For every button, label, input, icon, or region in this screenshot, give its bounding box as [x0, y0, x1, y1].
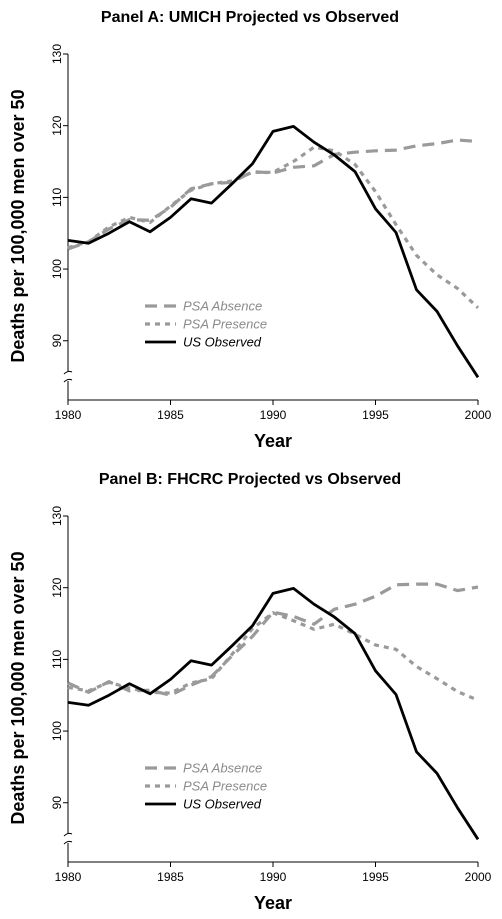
y-tick-label: 100	[50, 259, 64, 279]
series-line-us-observed	[67, 587, 480, 841]
x-tick-label: 1985	[157, 870, 184, 884]
x-tick-label: 1995	[362, 870, 389, 884]
series-line-us-observed	[67, 125, 480, 379]
legend-label: US Observed	[183, 797, 262, 812]
y-tick-label: 90	[50, 796, 64, 810]
y-tick-label: 130	[50, 506, 64, 526]
y-tick-label: 130	[50, 44, 64, 64]
legend-label: PSA Presence	[183, 779, 267, 794]
axis-break-mark	[63, 370, 73, 375]
axis-break-mark	[63, 378, 73, 383]
panel-b: Panel B: FHCRC Projected vs Observed 90 10…	[0, 462, 502, 919]
x-tick-label: 2000	[465, 870, 492, 884]
x-tick-label: 1985	[157, 408, 184, 422]
y-tick-label: 120	[50, 115, 64, 135]
series-line-psa-presence	[67, 145, 480, 309]
series-line-psa-absence	[67, 138, 479, 251]
x-tick-label: 1990	[260, 870, 287, 884]
y-tick-label: 100	[50, 721, 64, 741]
y-tick-label: 110	[50, 649, 64, 668]
y-axis-label: Deaths per 100,000 men over 50	[8, 89, 28, 362]
x-axis-label: Year	[254, 431, 292, 451]
y-tick-label: 110	[50, 187, 64, 206]
chart-title: Panel A: UMICH Projected vs Observed	[101, 9, 399, 26]
x-tick-label: 1980	[55, 408, 82, 422]
legend-label: PSA Absence	[183, 299, 262, 314]
legend-label: PSA Presence	[183, 317, 267, 332]
axis-break-mark	[63, 840, 73, 845]
y-tick-label: 120	[50, 577, 64, 597]
panel-b-chart: Panel B: FHCRC Projected vs Observed 90 10…	[8, 471, 492, 913]
panel-a-chart: Panel A: UMICH Projected vs Observed 90 10…	[8, 9, 492, 451]
x-tick-label: 2000	[465, 408, 492, 422]
series-line-psa-absence	[67, 582, 479, 697]
legend-label: US Observed	[183, 335, 262, 350]
x-tick-label: 1995	[362, 408, 389, 422]
y-tick-label: 90	[50, 334, 64, 348]
y-axis-label: Deaths per 100,000 men over 50	[8, 551, 28, 824]
series-line-psa-presence	[67, 611, 479, 702]
x-axis-label: Year	[254, 893, 292, 913]
x-tick-label: 1990	[260, 408, 287, 422]
panel-a: Panel A: UMICH Projected vs Observed 90 10…	[0, 0, 502, 456]
axis-break-mark	[63, 832, 73, 837]
legend-label: PSA Absence	[183, 761, 262, 776]
chart-title: Panel B: FHCRC Projected vs Observed	[99, 471, 401, 488]
x-tick-label: 1980	[55, 870, 82, 884]
